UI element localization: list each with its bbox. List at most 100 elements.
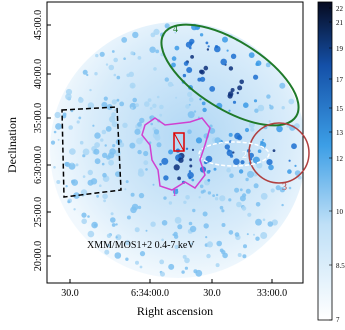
emission: [115, 236, 118, 239]
emission: [149, 46, 156, 53]
emission: [221, 209, 225, 213]
emission: [294, 164, 297, 167]
emission: [65, 162, 71, 167]
emission: [219, 205, 224, 210]
emission: [241, 206, 247, 211]
colorbar-tick-label: 8.5: [336, 262, 345, 270]
emission: [113, 73, 117, 77]
emission: [111, 50, 115, 53]
emission: [105, 125, 112, 132]
x-axis-label: Right ascension: [137, 304, 213, 318]
emission: [122, 122, 128, 128]
emission: [184, 266, 188, 270]
emission: [102, 172, 107, 178]
x-tick-label: 30.0: [203, 288, 221, 299]
emission: [221, 223, 226, 227]
emission: [55, 123, 62, 130]
emission: [62, 114, 67, 119]
emission: [119, 101, 125, 107]
emission: [239, 188, 243, 192]
emission: [78, 116, 82, 120]
emission: [199, 69, 204, 74]
emission: [187, 91, 193, 97]
emission: [252, 156, 260, 164]
emission: [139, 117, 145, 124]
emission: [189, 164, 193, 168]
emission: [205, 41, 209, 45]
emission: [137, 122, 142, 127]
emission: [94, 158, 101, 165]
emission: [255, 202, 261, 207]
emission: [126, 215, 131, 220]
emission: [143, 150, 149, 157]
emission: [95, 53, 99, 58]
emission: [226, 49, 229, 52]
emission: [255, 236, 260, 241]
emission: [291, 143, 297, 150]
emission: [76, 120, 80, 124]
emission: [108, 152, 115, 159]
emission: [192, 208, 196, 213]
annotation: XMM/MOS1+2 0.4-7 keV: [87, 240, 195, 251]
emission: [240, 160, 245, 165]
emission: [185, 104, 190, 109]
emission: [237, 253, 242, 257]
emission: [108, 64, 115, 71]
emission: [175, 96, 178, 99]
emission: [202, 211, 208, 217]
emission: [222, 36, 228, 43]
emission: [160, 271, 165, 277]
emission: [177, 176, 182, 181]
emission: [93, 148, 100, 155]
emission: [65, 88, 73, 96]
emission: [253, 183, 259, 189]
emission: [152, 103, 157, 109]
source-box: [173, 132, 185, 152]
emission: [190, 242, 194, 245]
emission: [71, 179, 75, 184]
emission: [115, 223, 118, 226]
emission: [132, 31, 139, 39]
emission: [206, 241, 213, 248]
emission: [205, 155, 213, 163]
emission: [214, 137, 221, 144]
emission: [214, 197, 219, 201]
emission: [138, 192, 145, 199]
emission: [68, 125, 73, 130]
y-tick-label: 45:00.0: [33, 10, 44, 40]
emission: [102, 193, 108, 200]
emission: [269, 105, 274, 110]
emission: [164, 77, 169, 82]
emission: [186, 67, 193, 73]
emission: [232, 151, 235, 154]
emission: [172, 233, 175, 236]
emission: [232, 100, 237, 104]
emission: [96, 194, 99, 198]
emission: [191, 178, 195, 182]
emission: [236, 201, 242, 208]
emission: [189, 158, 193, 162]
emission: [182, 254, 187, 259]
emission: [229, 173, 234, 178]
emission: [220, 58, 227, 66]
region-3: [248, 122, 310, 184]
emission: [89, 88, 92, 92]
emission: [145, 168, 148, 171]
emission: [202, 189, 206, 193]
emission: [262, 218, 266, 222]
emission: [106, 104, 113, 110]
emission: [102, 152, 108, 158]
emission: [137, 170, 145, 177]
emission: [156, 95, 160, 99]
emission: [266, 159, 273, 166]
emission: [119, 142, 125, 148]
emission: [276, 125, 283, 133]
emission: [272, 149, 276, 153]
emission: [245, 177, 249, 182]
emission: [150, 122, 153, 126]
emission: [262, 138, 264, 141]
emission: [247, 170, 254, 178]
emission: [187, 129, 192, 134]
emission: [260, 192, 268, 200]
emission: [253, 74, 259, 80]
